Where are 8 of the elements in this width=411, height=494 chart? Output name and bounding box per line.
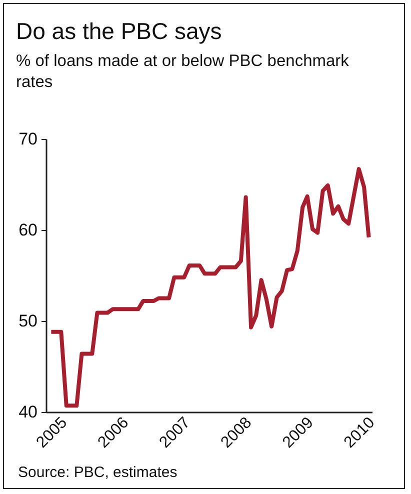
source-note: Source: PBC, estimates [18, 464, 178, 481]
y-tick-label: 70 [18, 130, 38, 148]
y-tick-label: 40 [18, 402, 38, 422]
chart-title: Do as the PBC says [16, 18, 223, 45]
y-tick-label: 60 [18, 220, 38, 240]
chart-subtitle: % of loans made at or below PBC benchmark rates [16, 51, 350, 94]
y-tick-label: 50 [18, 312, 38, 330]
line-series [49, 167, 371, 408]
